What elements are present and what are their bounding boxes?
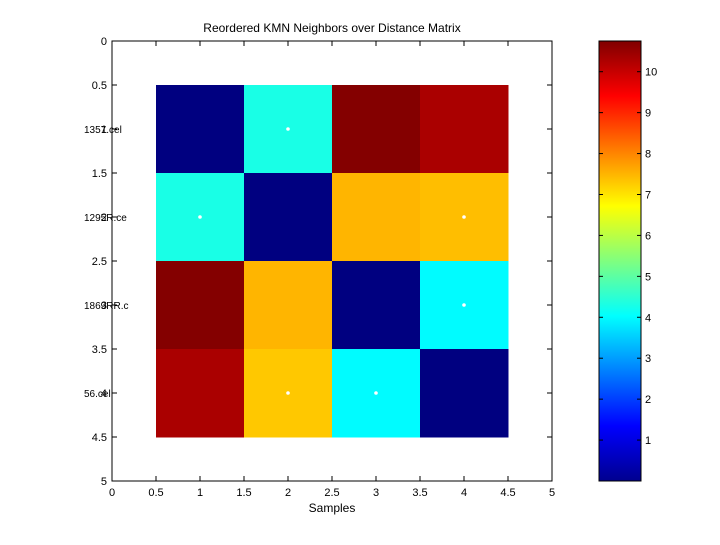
colorbar-tick-label: 6 bbox=[645, 230, 651, 242]
y-tick-label: 1 bbox=[101, 124, 107, 136]
y-tick-label: 2 bbox=[101, 212, 107, 224]
y-tick-label: 3.5 bbox=[92, 344, 107, 356]
y-tick-label: 0.5 bbox=[92, 80, 107, 92]
row-label: 1357.cel bbox=[84, 125, 122, 136]
heatmap-cell bbox=[156, 261, 245, 350]
x-tick-label: 2 bbox=[285, 487, 291, 499]
y-tick-label: 0 bbox=[101, 36, 107, 48]
heatmap-cell bbox=[420, 85, 509, 174]
y-tick-label: 4 bbox=[101, 388, 107, 400]
x-tick-label: 5 bbox=[549, 487, 555, 499]
neighbor-marker bbox=[198, 215, 202, 219]
neighbor-marker bbox=[286, 391, 290, 395]
chart-title: Reordered KMN Neighbors over Distance Ma… bbox=[203, 21, 460, 35]
x-tick-label: 3.5 bbox=[412, 487, 427, 499]
colorbar-tick-label: 9 bbox=[645, 108, 651, 120]
heatmap-cell bbox=[156, 349, 245, 438]
heatmap-cell bbox=[332, 173, 421, 262]
colorbar-tick-label: 10 bbox=[645, 67, 657, 79]
x-tick-label: 2.5 bbox=[324, 487, 339, 499]
colorbar-tick-label: 2 bbox=[645, 394, 651, 406]
heatmap-cell bbox=[332, 85, 421, 174]
neighbor-marker bbox=[374, 391, 378, 395]
row-label: 56.cel bbox=[84, 389, 111, 400]
heatmap-cell bbox=[244, 261, 333, 350]
colorbar-tick-label: 1 bbox=[645, 435, 651, 447]
row-label: 1295R.ce bbox=[84, 213, 127, 224]
colorbar bbox=[598, 40, 642, 482]
neighbor-marker bbox=[462, 215, 466, 219]
x-axis-label: Samples bbox=[309, 501, 356, 515]
x-tick-label: 3 bbox=[373, 487, 379, 499]
y-tick-label: 5 bbox=[101, 476, 107, 488]
x-tick-label: 0 bbox=[109, 487, 115, 499]
colorbar-tick-label: 4 bbox=[645, 312, 651, 324]
colorbar-tick-label: 8 bbox=[645, 149, 651, 161]
x-tick-label: 4 bbox=[461, 487, 467, 499]
y-tick-label: 2.5 bbox=[92, 256, 107, 268]
x-tick-label: 0.5 bbox=[148, 487, 163, 499]
heatmap-cell bbox=[244, 173, 333, 262]
row-label: 1869RR.c bbox=[84, 301, 128, 312]
neighbor-marker bbox=[462, 303, 466, 307]
colorbar-tick-label: 7 bbox=[645, 189, 651, 201]
heatmap-cell bbox=[332, 261, 421, 350]
neighbor-marker bbox=[286, 127, 290, 131]
y-tick-label: 4.5 bbox=[92, 432, 107, 444]
colorbar-tick-label: 5 bbox=[645, 271, 651, 283]
heatmap-cell bbox=[420, 349, 509, 438]
x-tick-label: 1.5 bbox=[236, 487, 251, 499]
x-tick-label: 1 bbox=[197, 487, 203, 499]
y-tick-label: 1.5 bbox=[92, 168, 107, 180]
x-tick-label: 4.5 bbox=[500, 487, 515, 499]
y-tick-label: 3 bbox=[101, 300, 107, 312]
colorbar-tick-label: 3 bbox=[645, 353, 651, 365]
heatmap-cell bbox=[156, 85, 245, 174]
